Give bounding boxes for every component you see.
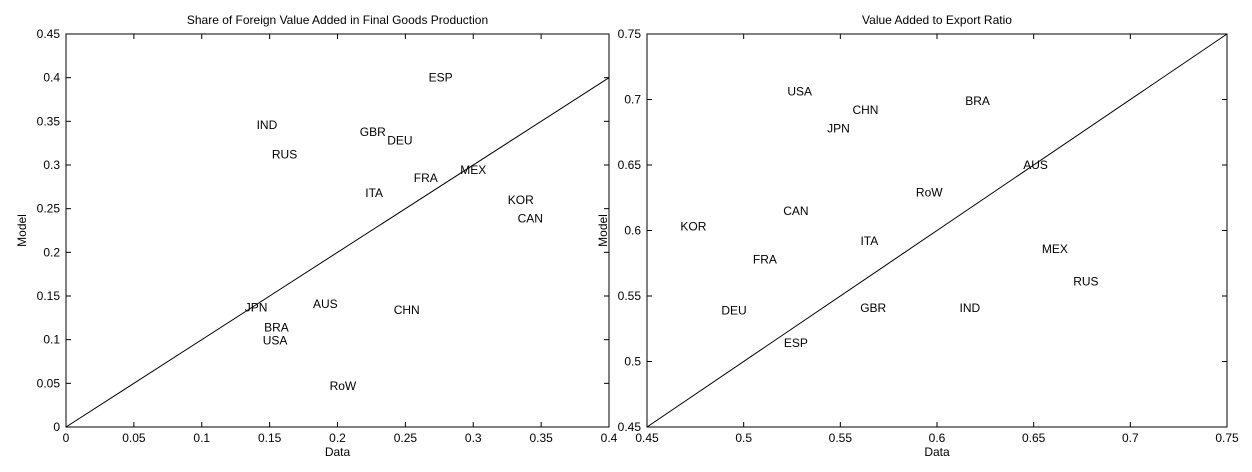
point-label-ind: IND xyxy=(960,301,981,315)
y-axis-label: Model xyxy=(15,214,29,247)
point-label-bra: BRA xyxy=(965,94,990,108)
x-tick-label: 0.5 xyxy=(735,431,752,445)
chart-value-added-export-ratio: Value Added to Export Ratio 0.45 0.5 0.55 0.… xyxy=(596,13,1239,459)
x-tick-label: 0.15 xyxy=(258,431,282,445)
x-tick-label: 0.4 xyxy=(601,431,618,445)
point-label-deu: DEU xyxy=(387,134,412,148)
y-tick-label: 0.6 xyxy=(624,224,641,238)
point-label-esp: ESP xyxy=(784,336,808,350)
point-label-kor: KOR xyxy=(508,193,534,207)
point-label-jpn: JPN xyxy=(827,121,850,135)
x-tick-label: 0.55 xyxy=(829,431,853,445)
point-label-can: CAN xyxy=(783,204,808,218)
point-label-chn: CHN xyxy=(394,303,420,317)
y-tick-label: 0.3 xyxy=(43,158,60,172)
reference-line-45deg xyxy=(65,77,610,428)
y-axis-label: Model xyxy=(596,214,610,247)
point-label-aus: AUS xyxy=(313,297,338,311)
point-label-kor: KOR xyxy=(680,220,706,234)
point-label-aus: AUS xyxy=(1023,158,1048,172)
point-label-ind: IND xyxy=(257,118,278,132)
point-label-gbr: GBR xyxy=(360,125,386,139)
x-tick-label: 0.3 xyxy=(465,431,482,445)
x-tick-label: 0.2 xyxy=(329,431,346,445)
y-tick-label: 0.45 xyxy=(618,420,642,434)
reference-line-45deg xyxy=(646,33,1228,428)
x-tick-label: 0.35 xyxy=(529,431,553,445)
chart-foreign-value-added: Share of Foreign Value Added in Final Go… xyxy=(15,13,618,459)
point-label-esp: ESP xyxy=(429,71,453,85)
y-tick-label: 0.15 xyxy=(37,289,61,303)
y-tick-label: 0.65 xyxy=(618,158,642,172)
x-axis-label: Data xyxy=(924,445,950,459)
y-tick-label: 0.45 xyxy=(37,27,61,41)
x-tick-label: 0.1 xyxy=(193,431,210,445)
point-label-gbr: GBR xyxy=(860,301,886,315)
x-tick-label: 0.25 xyxy=(394,431,418,445)
x-tick-label: 0 xyxy=(63,431,70,445)
y-tick-label: 0.75 xyxy=(618,27,642,41)
point-label-row: RoW xyxy=(330,379,357,393)
x-tick-label: 0.7 xyxy=(1122,431,1139,445)
x-tick-label: 0.6 xyxy=(929,431,946,445)
point-label-chn: CHN xyxy=(852,103,878,117)
point-label-deu: DEU xyxy=(721,303,746,317)
x-axis-label: Data xyxy=(325,445,351,459)
chart-title: Value Added to Export Ratio xyxy=(862,13,1012,27)
point-label-can: CAN xyxy=(518,211,543,225)
y-tick-label: 0.35 xyxy=(37,114,61,128)
y-tick-label: 0.2 xyxy=(43,245,60,259)
point-label-rus: RUS xyxy=(1073,275,1098,289)
point-label-ita: ITA xyxy=(860,234,878,248)
point-label-usa: USA xyxy=(787,85,812,99)
point-label-usa: USA xyxy=(263,334,288,348)
point-label-fra: FRA xyxy=(753,252,777,266)
y-tick-label: 0.55 xyxy=(618,289,642,303)
y-tick-label: 0.7 xyxy=(624,93,641,107)
x-tick-label: 0.75 xyxy=(1215,431,1239,445)
chart-title: Share of Foreign Value Added in Final Go… xyxy=(187,13,488,27)
y-tick-label: 0 xyxy=(53,420,60,434)
y-tick-label: 0.25 xyxy=(37,202,61,216)
y-tick-label: 0.05 xyxy=(37,376,61,390)
point-label-row: RoW xyxy=(916,186,943,200)
x-tick-label: 0.05 xyxy=(122,431,146,445)
x-tick-label: 0.45 xyxy=(635,431,659,445)
x-tick-label: 0.65 xyxy=(1022,431,1046,445)
point-label-ita: ITA xyxy=(365,186,383,200)
point-label-rus: RUS xyxy=(272,148,297,162)
point-label-jpn: JPN xyxy=(245,300,268,314)
y-tick-label: 0.1 xyxy=(43,333,60,347)
point-label-bra: BRA xyxy=(264,320,289,334)
plot-frame xyxy=(65,33,610,428)
point-label-mex: MEX xyxy=(460,163,486,177)
y-tick-label: 0.4 xyxy=(43,71,60,85)
point-label-mex: MEX xyxy=(1042,242,1068,256)
point-label-fra: FRA xyxy=(414,171,438,185)
y-tick-label: 0.5 xyxy=(624,355,641,369)
